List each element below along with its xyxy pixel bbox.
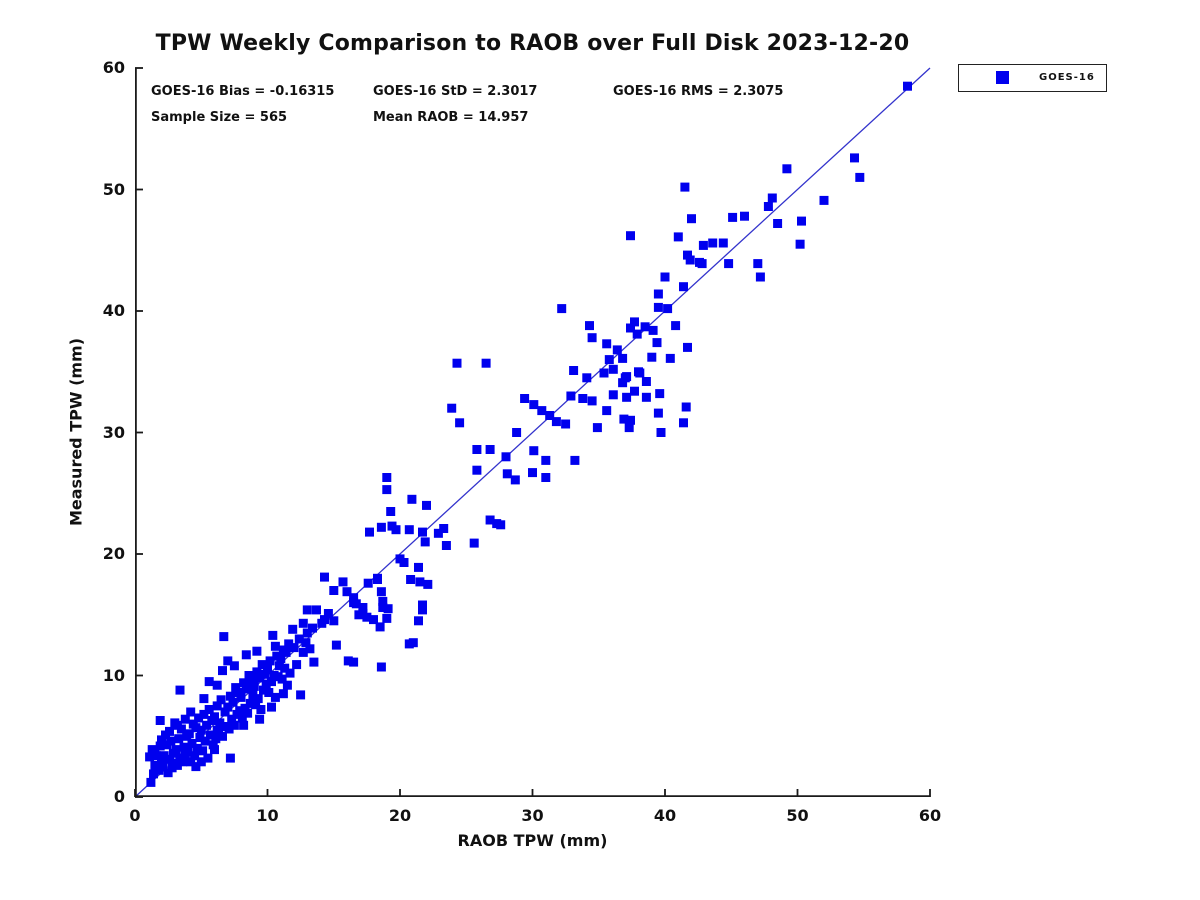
stat-sample-size: Sample Size = 565	[151, 110, 288, 125]
plot-svg	[134, 67, 931, 798]
stat-bias: GOES-16 Bias = -0.16315	[151, 84, 335, 99]
stat-std: GOES-16 StD = 2.3017	[373, 84, 538, 99]
legend-box: GOES-16	[958, 64, 1107, 92]
y-axis-label: Measured TPW (mm)	[66, 337, 86, 527]
y-tick-label: 10	[102, 665, 125, 685]
y-tick-label: 40	[102, 301, 125, 321]
stat-mean-raob: Mean RAOB = 14.957	[373, 110, 529, 125]
x-axis-label: RAOB TPW (mm)	[457, 831, 608, 850]
y-tick-label: 60	[102, 58, 125, 78]
x-tick-label: 0	[129, 806, 141, 825]
x-tick-label: 30	[521, 806, 544, 825]
scatter-points-goes-16	[145, 81, 912, 787]
y-tick-label: 0	[113, 787, 125, 807]
y-tick-label: 30	[102, 422, 125, 442]
chart-title: TPW Weekly Comparison to RAOB over Full …	[155, 31, 910, 56]
x-tick-label: 60	[918, 806, 942, 825]
x-tick-label: 20	[388, 806, 412, 825]
x-tick-label: 50	[786, 806, 809, 825]
y-tick-label: 50	[102, 179, 125, 199]
legend-label: GOES-16	[1039, 72, 1095, 83]
stat-rms: GOES-16 RMS = 2.3075	[613, 84, 784, 99]
axes	[134, 67, 931, 798]
y-tick-label: 20	[102, 544, 125, 564]
legend-square-marker-icon	[996, 71, 1009, 84]
plot-area	[134, 67, 931, 798]
x-tick-label: 40	[653, 806, 677, 825]
x-tick-label: 10	[256, 806, 279, 825]
